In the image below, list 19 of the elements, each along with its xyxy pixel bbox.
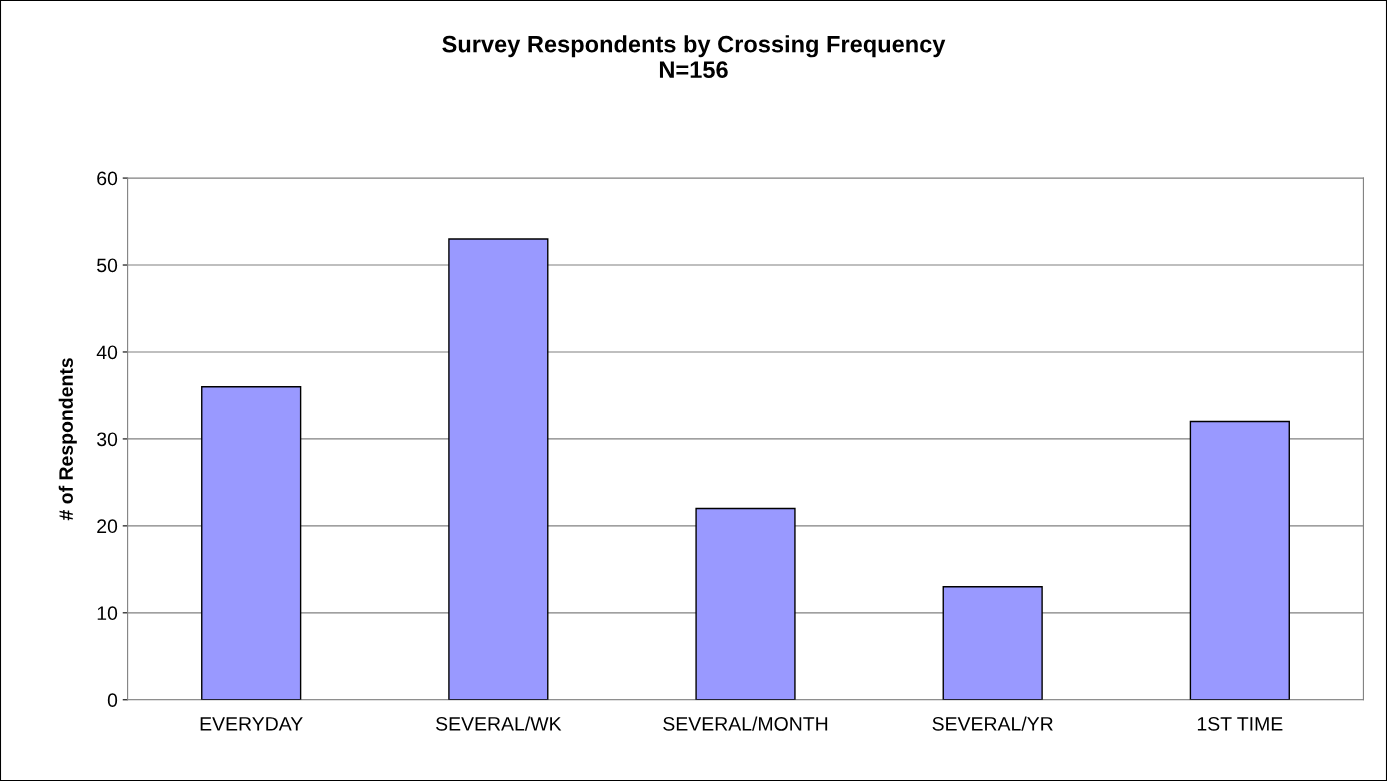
y-tick-label: 0 bbox=[107, 693, 118, 708]
x-tick-label: EVERYDAY bbox=[200, 717, 303, 731]
y-tick-label: 20 bbox=[97, 519, 118, 534]
bar bbox=[201, 386, 302, 700]
x-tick-label: SEVERAL/MONTH bbox=[663, 716, 828, 731]
y-axis-title: # of Respondents bbox=[58, 358, 77, 521]
x-tick-label: SEVERAL/WK bbox=[436, 716, 562, 731]
x-tick-label: SEVERAL/YR bbox=[932, 716, 1053, 731]
x-tick-label: 1ST TIME bbox=[1197, 716, 1283, 731]
y-tick-label: 30 bbox=[97, 432, 118, 447]
y-tick-label: 10 bbox=[97, 606, 118, 621]
bar bbox=[695, 507, 796, 700]
bar bbox=[448, 238, 549, 700]
y-tick-label: 50 bbox=[97, 258, 118, 273]
chart-title: Survey Respondents by Crossing Frequency N=156 bbox=[442, 35, 946, 79]
bar bbox=[1189, 420, 1290, 700]
y-tick-label: 40 bbox=[96, 345, 118, 360]
bar bbox=[942, 586, 1043, 700]
y-tick-label: 60 bbox=[97, 171, 118, 186]
